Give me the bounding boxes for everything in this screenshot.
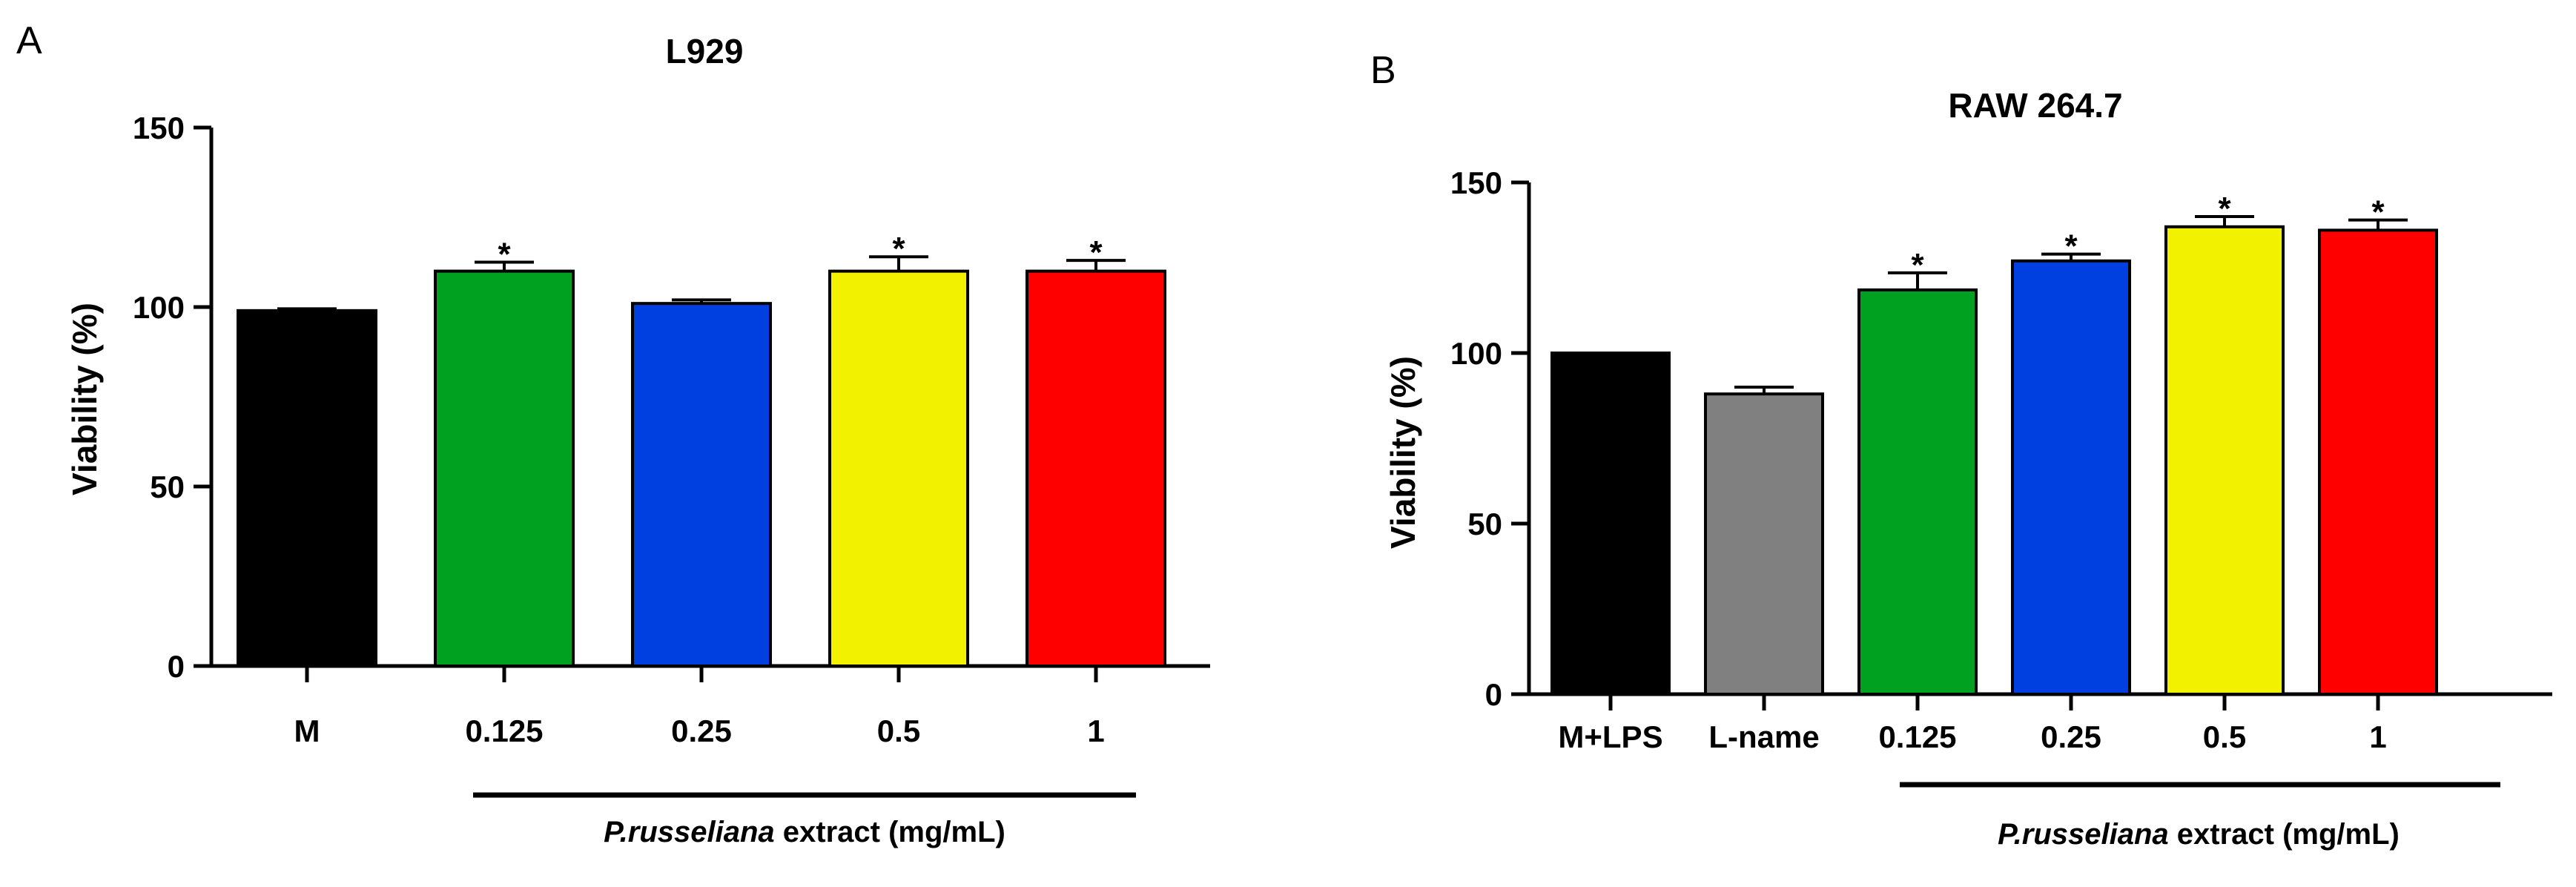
significance-marker: *	[2064, 228, 2078, 265]
category-label: 0.125	[1878, 719, 1956, 754]
significance-marker: *	[1089, 234, 1103, 271]
plot-area-a: 0 50 100 150 M 0.125 * 0.25 0.5 * 1 *	[133, 111, 1210, 748]
bar	[237, 309, 377, 667]
y-tick-label: 100	[133, 290, 185, 325]
bar	[434, 269, 575, 668]
y-tick-label: 150	[133, 111, 185, 145]
significance-marker: *	[1911, 247, 1924, 283]
bar	[2318, 228, 2438, 696]
y-tick-label: 50	[150, 469, 185, 504]
category-label: 1	[1087, 713, 1104, 748]
significance-marker: *	[2218, 191, 2231, 227]
category-label: 0.25	[2041, 719, 2101, 754]
group-label-a: P.russeliana extract (mg/mL)	[604, 816, 1005, 848]
bar	[631, 302, 772, 667]
group-label-rest-b: extract (mg/mL)	[2169, 818, 2400, 851]
group-label-italic-a: P.russeliana	[604, 816, 775, 848]
y-tick-label: 50	[1467, 507, 1502, 541]
group-label-rest-a: extract (mg/mL)	[775, 816, 1005, 848]
bar	[828, 269, 969, 668]
significance-marker: *	[892, 231, 905, 267]
group-label-b: P.russeliana extract (mg/mL)	[1998, 818, 2400, 851]
category-label: 0.125	[465, 713, 543, 748]
group-label-italic-b: P.russeliana	[1998, 818, 2169, 851]
bar	[1550, 352, 1671, 696]
panel-letter-b: B	[1370, 49, 1396, 92]
category-label: M+LPS	[1558, 719, 1662, 754]
y-tick-label: 150	[1450, 165, 1502, 200]
category-label: M	[294, 713, 320, 748]
plot-area-b: 0 50 100 150 M+LPS L-name 0.125 * 0.25 * 0.5 * 1 *	[1450, 165, 2552, 754]
chart-title-b: RAW 264.7	[1948, 86, 2122, 125]
bar	[1026, 269, 1166, 668]
bar	[2011, 259, 2131, 696]
chart-title-a: L929	[666, 32, 744, 70]
bar	[1857, 288, 1978, 696]
y-tick-label: 0	[1485, 677, 1502, 712]
significance-marker: *	[2371, 194, 2385, 231]
panel-letter-a: A	[16, 19, 42, 62]
bar	[1704, 392, 1824, 696]
y-axis-label-a: Viability (%)	[65, 303, 104, 495]
category-label: 0.5	[2203, 719, 2246, 754]
category-label: 0.25	[671, 713, 732, 748]
y-axis-label-b: Viability (%)	[1384, 356, 1422, 549]
category-label: 1	[2369, 719, 2386, 754]
category-label: 0.5	[877, 713, 920, 748]
significance-marker: *	[498, 237, 511, 273]
panel-b: B RAW 264.7 Viability (%) 0 50 100 150 M+LPS…	[1370, 49, 2552, 851]
y-tick-label: 100	[1450, 336, 1502, 371]
y-tick-label: 0	[168, 649, 185, 684]
bar	[2164, 225, 2285, 696]
category-label: L-name	[1708, 719, 1819, 754]
panel-a: A L929 Viability (%) 0 50 100 150 M 0.125 * 0.2…	[16, 19, 1210, 848]
